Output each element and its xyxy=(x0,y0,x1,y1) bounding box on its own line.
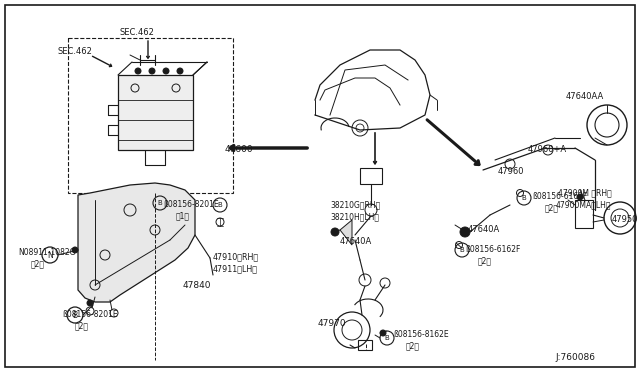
Circle shape xyxy=(177,68,183,74)
Text: 47640AA: 47640AA xyxy=(566,92,604,101)
Text: 47840: 47840 xyxy=(183,281,211,290)
Polygon shape xyxy=(340,220,352,245)
Text: B: B xyxy=(72,311,77,320)
Text: B: B xyxy=(385,335,389,341)
Text: 47950: 47950 xyxy=(612,215,638,224)
Text: Ν08911-1082G: Ν08911-1082G xyxy=(18,248,76,257)
Text: （2）: （2） xyxy=(478,256,492,265)
Circle shape xyxy=(87,300,93,306)
Text: 47970: 47970 xyxy=(318,319,347,328)
Text: （1）: （1） xyxy=(176,211,190,220)
Text: （2）: （2） xyxy=(75,321,89,330)
Text: 47900MA（LH）: 47900MA（LH） xyxy=(556,200,611,209)
Circle shape xyxy=(72,247,78,253)
Text: 47600: 47600 xyxy=(225,145,253,154)
Text: B: B xyxy=(218,202,222,208)
Text: （2）: （2） xyxy=(545,203,559,212)
Circle shape xyxy=(149,68,155,74)
Text: 47910（RH）: 47910（RH） xyxy=(213,252,259,261)
Bar xyxy=(118,75,193,150)
Text: J:760086: J:760086 xyxy=(555,353,595,362)
Text: 47900M （RH）: 47900M （RH） xyxy=(558,188,612,197)
Bar xyxy=(358,340,372,350)
Text: N: N xyxy=(47,250,53,260)
Text: ß08156-8201E: ß08156-8201E xyxy=(163,200,219,209)
Circle shape xyxy=(380,330,386,336)
Text: （2）: （2） xyxy=(31,259,45,268)
Text: 47911（LH）: 47911（LH） xyxy=(213,264,258,273)
Circle shape xyxy=(577,194,583,200)
Circle shape xyxy=(135,68,141,74)
Text: 47640A: 47640A xyxy=(340,237,372,246)
Text: ß08156-8201E: ß08156-8201E xyxy=(62,310,118,319)
Text: 47960: 47960 xyxy=(498,167,525,176)
Bar xyxy=(360,168,382,184)
Text: 38210G（RH）: 38210G（RH） xyxy=(330,200,380,209)
Text: SEC.462: SEC.462 xyxy=(58,47,93,56)
Text: 47960+A: 47960+A xyxy=(528,145,567,154)
Circle shape xyxy=(331,228,339,236)
Text: ß08156-6162F: ß08156-6162F xyxy=(465,245,520,254)
Polygon shape xyxy=(78,183,195,302)
Text: （2）: （2） xyxy=(406,341,420,350)
Bar xyxy=(575,200,593,228)
Text: B: B xyxy=(522,195,526,201)
Text: ß08156-6162F: ß08156-6162F xyxy=(532,192,588,201)
Text: 38210H（LH）: 38210H（LH） xyxy=(330,212,379,221)
Circle shape xyxy=(460,227,470,237)
Text: SEC.462: SEC.462 xyxy=(120,28,155,37)
Text: B: B xyxy=(157,200,163,206)
Circle shape xyxy=(163,68,169,74)
Text: ß08156-8162E: ß08156-8162E xyxy=(393,330,449,339)
Text: 47640A: 47640A xyxy=(468,225,500,234)
Text: B: B xyxy=(460,247,465,253)
Bar xyxy=(68,38,233,193)
